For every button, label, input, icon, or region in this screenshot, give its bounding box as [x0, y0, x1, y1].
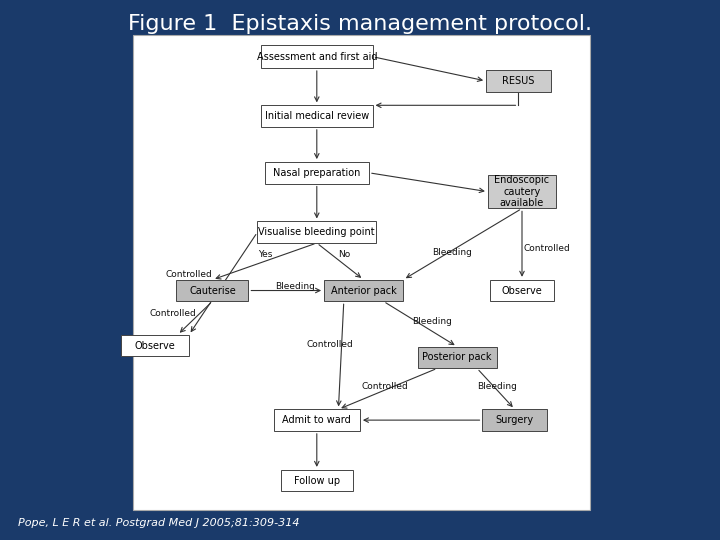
Bar [482, 409, 547, 431]
Bar [324, 280, 403, 301]
Text: Visualise bleeding point: Visualise bleeding point [258, 227, 375, 237]
Bar [133, 35, 590, 510]
Bar [265, 162, 369, 184]
Bar [261, 105, 373, 127]
Text: Controlled: Controlled [150, 309, 196, 318]
Text: Controlled: Controlled [307, 340, 353, 349]
Bar [486, 70, 551, 92]
Text: Pope, L E R et al. Postgrad Med J 2005;81:309-314: Pope, L E R et al. Postgrad Med J 2005;8… [18, 518, 300, 528]
Text: Bleeding: Bleeding [412, 318, 452, 326]
Bar [281, 470, 353, 491]
Text: Follow up: Follow up [294, 476, 340, 485]
Text: No: No [338, 251, 351, 259]
Bar [274, 409, 360, 431]
Text: Assessment and first aid: Assessment and first aid [256, 52, 377, 62]
Text: RESUS: RESUS [503, 76, 534, 86]
Bar [258, 221, 376, 243]
Text: Bleeding: Bleeding [275, 282, 315, 291]
Text: Observe: Observe [502, 286, 542, 295]
Text: Initial medical review: Initial medical review [265, 111, 369, 121]
Bar [488, 175, 557, 208]
Text: Observe: Observe [135, 341, 175, 350]
Text: Anterior pack: Anterior pack [330, 286, 397, 295]
Bar [418, 347, 497, 368]
Text: Nasal preparation: Nasal preparation [273, 168, 361, 178]
Bar [261, 45, 373, 68]
Text: Surgery: Surgery [496, 415, 534, 425]
Text: Posterior pack: Posterior pack [423, 353, 492, 362]
Text: Yes: Yes [258, 251, 272, 259]
Text: Controlled: Controlled [166, 270, 212, 279]
Text: Bleeding: Bleeding [432, 248, 472, 257]
Text: Endoscopic
cautery
available: Endoscopic cautery available [495, 175, 549, 208]
Bar [490, 280, 554, 301]
Text: Bleeding: Bleeding [477, 382, 517, 390]
Text: Controlled: Controlled [524, 244, 570, 253]
Text: Figure 1  Epistaxis management protocol.: Figure 1 Epistaxis management protocol. [128, 14, 592, 35]
Bar [121, 335, 189, 356]
Text: Cauterise: Cauterise [189, 286, 235, 295]
Text: Admit to ward: Admit to ward [282, 415, 351, 425]
Text: Controlled: Controlled [362, 382, 408, 390]
Bar [176, 280, 248, 301]
